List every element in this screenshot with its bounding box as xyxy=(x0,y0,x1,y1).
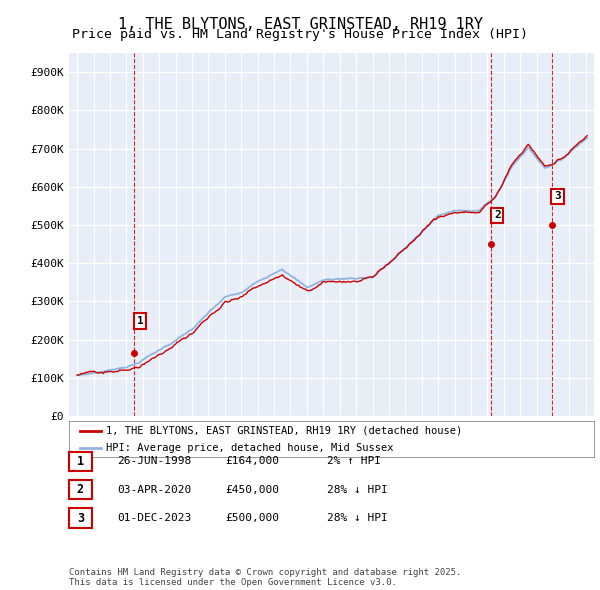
Text: 2: 2 xyxy=(77,483,84,496)
Text: 3: 3 xyxy=(77,512,84,525)
Text: 28% ↓ HPI: 28% ↓ HPI xyxy=(327,513,388,523)
Text: 2% ↑ HPI: 2% ↑ HPI xyxy=(327,457,381,466)
Text: 03-APR-2020: 03-APR-2020 xyxy=(117,485,191,494)
Text: 26-JUN-1998: 26-JUN-1998 xyxy=(117,457,191,466)
Text: 1, THE BLYTONS, EAST GRINSTEAD, RH19 1RY: 1, THE BLYTONS, EAST GRINSTEAD, RH19 1RY xyxy=(118,17,482,31)
Text: 28% ↓ HPI: 28% ↓ HPI xyxy=(327,485,388,494)
Text: 1: 1 xyxy=(77,455,84,468)
Text: £450,000: £450,000 xyxy=(225,485,279,494)
Text: £500,000: £500,000 xyxy=(225,513,279,523)
Text: HPI: Average price, detached house, Mid Sussex: HPI: Average price, detached house, Mid … xyxy=(106,443,393,453)
Text: 1: 1 xyxy=(137,316,143,326)
Text: 3: 3 xyxy=(554,191,561,201)
Text: Contains HM Land Registry data © Crown copyright and database right 2025.
This d: Contains HM Land Registry data © Crown c… xyxy=(69,568,461,587)
Text: Price paid vs. HM Land Registry's House Price Index (HPI): Price paid vs. HM Land Registry's House … xyxy=(72,28,528,41)
Text: 01-DEC-2023: 01-DEC-2023 xyxy=(117,513,191,523)
Text: 1, THE BLYTONS, EAST GRINSTEAD, RH19 1RY (detached house): 1, THE BLYTONS, EAST GRINSTEAD, RH19 1RY… xyxy=(106,426,462,436)
Text: £164,000: £164,000 xyxy=(225,457,279,466)
Text: 2: 2 xyxy=(494,211,500,221)
